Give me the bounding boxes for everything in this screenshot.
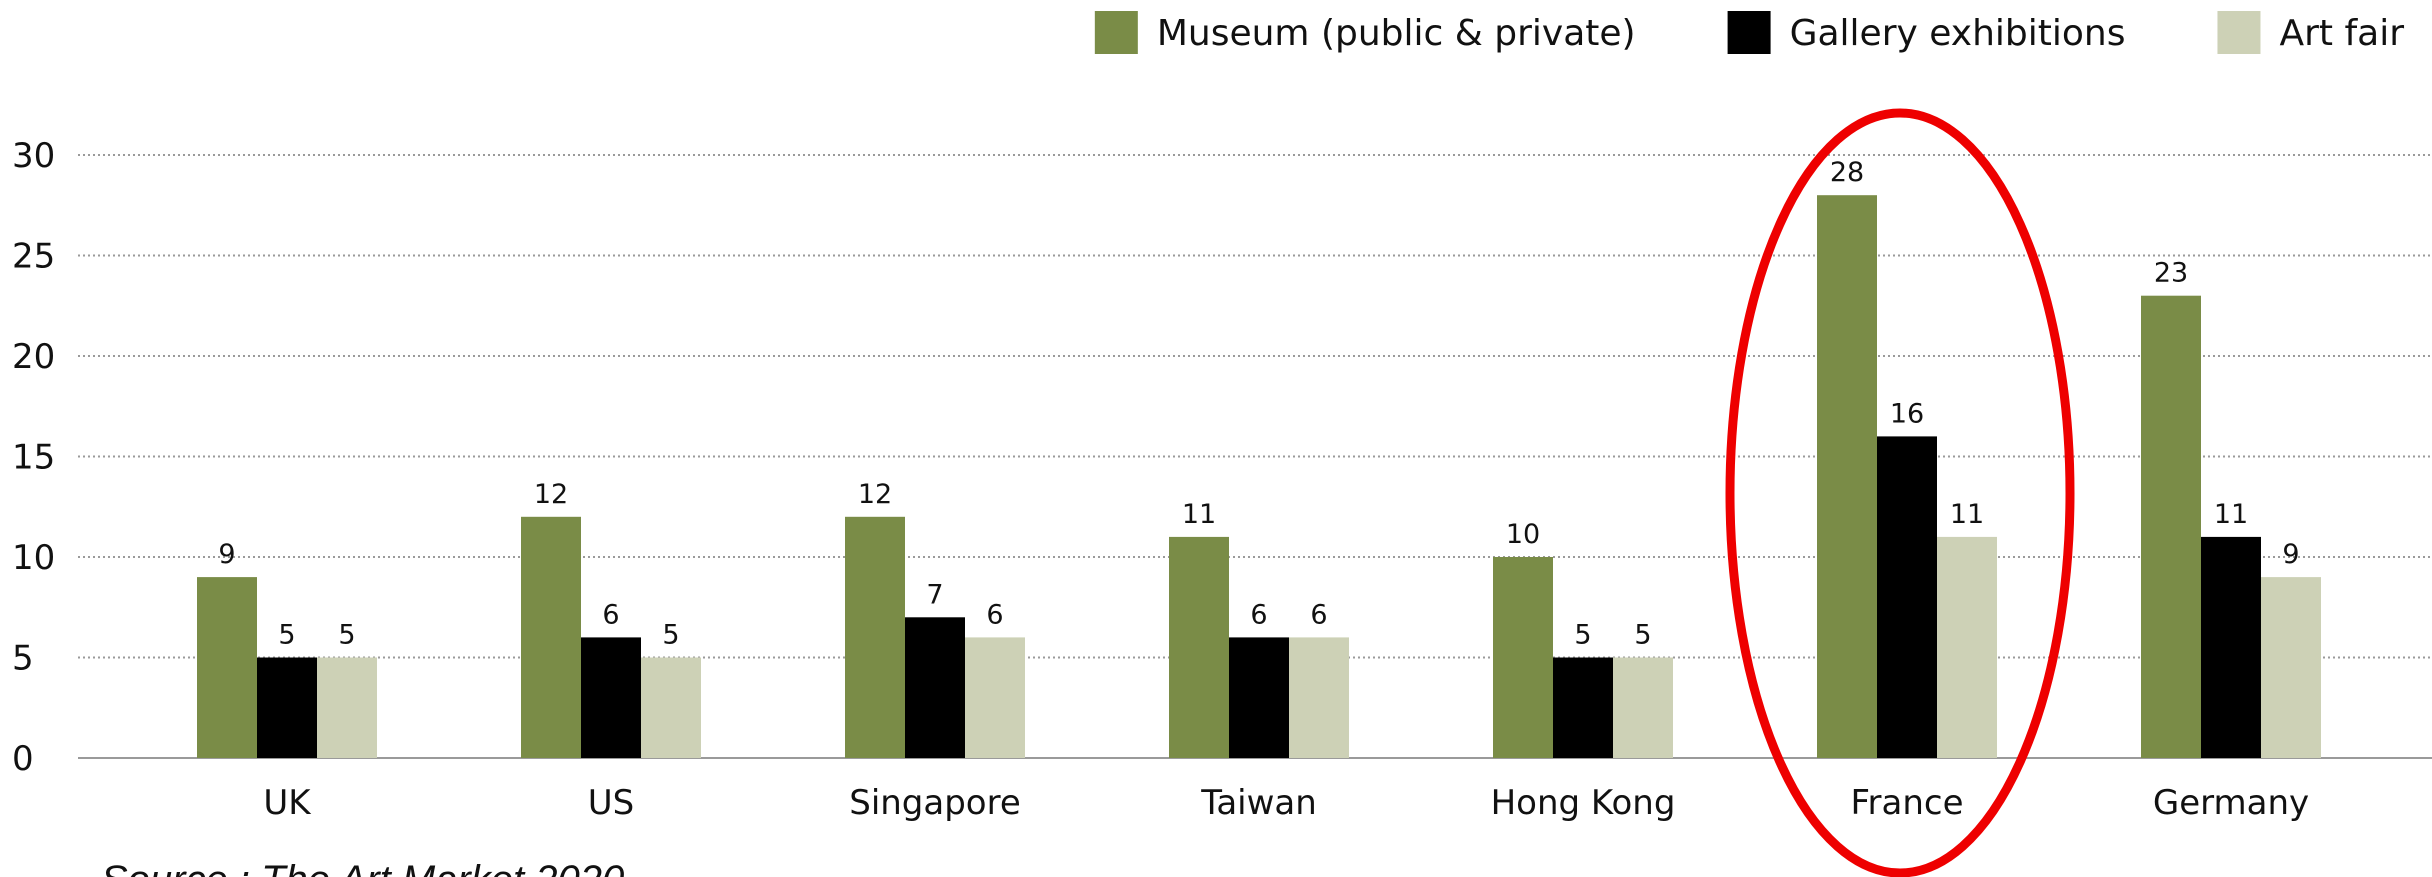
x-tick-label: France (1850, 783, 1963, 823)
bar (1613, 657, 1673, 758)
legend-swatch (2217, 11, 2261, 54)
value-label: 10 (1506, 519, 1540, 550)
bar (1817, 195, 1877, 758)
bar (1553, 657, 1613, 758)
bar (845, 516, 905, 758)
value-label: 9 (2282, 539, 2299, 570)
x-tick-label: Taiwan (1200, 783, 1317, 823)
bar (1169, 536, 1229, 758)
bar (197, 577, 257, 758)
value-label: 9 (218, 539, 235, 570)
y-tick-label: 25 (12, 237, 55, 277)
value-label: 11 (2214, 499, 2248, 530)
bar (641, 657, 701, 758)
y-tick-label: 15 (12, 438, 55, 478)
value-label: 6 (986, 599, 1003, 630)
legend-swatch (1727, 11, 1771, 54)
value-label: 5 (1574, 620, 1591, 651)
x-tick-label: Singapore (849, 783, 1021, 823)
legend-label: Gallery exhibitions (1790, 13, 2126, 54)
value-label: 23 (2154, 258, 2188, 289)
bar (257, 657, 317, 758)
value-label: 5 (278, 620, 295, 651)
x-tick-label: Hong Kong (1491, 783, 1676, 823)
bar (1937, 536, 1997, 758)
value-label: 12 (534, 479, 568, 510)
x-tick-label: Germany (2153, 783, 2309, 823)
legend-swatch (1094, 11, 1138, 54)
x-tick-label: US (588, 783, 634, 823)
legend-label: Art fair (2279, 13, 2404, 54)
bar (1877, 436, 1937, 758)
value-label: 6 (1250, 599, 1267, 630)
value-label: 28 (1830, 157, 1864, 188)
value-label: 5 (662, 620, 679, 651)
source-note: Source : The Art Market 2020 (101, 858, 624, 877)
y-tick-label: 0 (12, 739, 34, 779)
bar (1229, 637, 1289, 758)
bar (1289, 637, 1349, 758)
value-label: 12 (858, 479, 892, 510)
y-tick-label: 20 (12, 337, 55, 377)
bar (1493, 557, 1553, 758)
bar (317, 657, 377, 758)
highlight-ellipse (1725, 108, 2075, 877)
value-label: 16 (1890, 398, 1924, 429)
bar (905, 617, 965, 758)
value-label: 7 (926, 579, 943, 610)
value-label: 5 (1634, 620, 1651, 651)
x-tick-label: UK (263, 783, 312, 823)
y-tick-label: 10 (12, 538, 55, 578)
value-label: 6 (1310, 599, 1327, 630)
bar (965, 637, 1025, 758)
value-label: 11 (1950, 499, 1984, 530)
value-label: 5 (338, 620, 355, 651)
y-tick-label: 5 (12, 639, 34, 679)
legend-label: Museum (public & private) (1157, 13, 1636, 54)
bar (2261, 577, 2321, 758)
bar (2201, 536, 2261, 758)
bar (521, 516, 581, 758)
bar (581, 637, 641, 758)
value-label: 6 (602, 599, 619, 630)
value-label: 11 (1182, 499, 1216, 530)
bar (2141, 295, 2201, 758)
y-tick-label: 30 (12, 136, 55, 176)
